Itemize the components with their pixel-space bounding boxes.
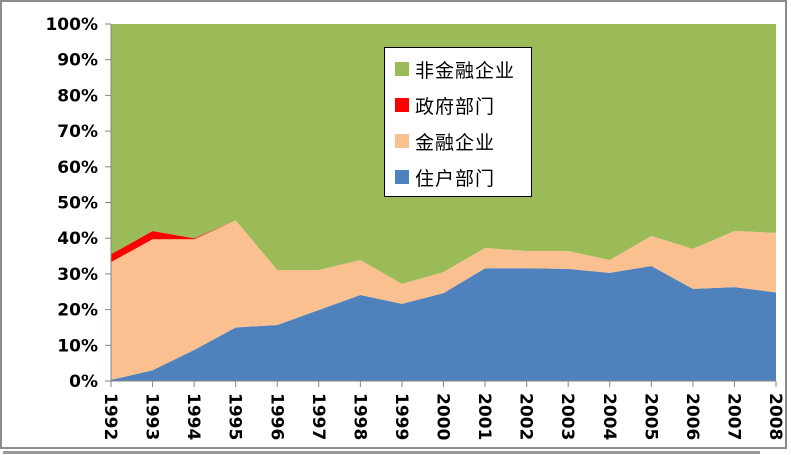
y-tick-label: 30% (57, 265, 98, 285)
x-tick-label: 2001 (474, 393, 494, 440)
legend-swatch-icon (395, 98, 409, 112)
x-tick-label: 2000 (433, 393, 453, 440)
legend-label: 非金融企业 (415, 59, 516, 82)
x-tick-label: 2007 (723, 393, 743, 440)
x-tick-label: 1994 (183, 393, 203, 440)
legend-label: 住户部门 (415, 167, 496, 190)
x-tick-label: 2002 (516, 393, 536, 440)
legend-item-household: 住户部门 (395, 162, 495, 192)
x-tick-label: 1998 (349, 393, 369, 440)
y-tick-label: 20% (57, 301, 98, 321)
y-tick-label: 100% (45, 15, 98, 35)
y-tick-label: 0% (69, 372, 98, 392)
legend-swatch-icon (395, 62, 409, 76)
y-tick-label: 80% (57, 86, 98, 106)
x-tick-label: 2008 (765, 393, 785, 440)
chart-legend: 非金融企业 政府部门 金融企业 住户部门 (384, 47, 532, 197)
legend-item-nonfinancial: 非金融企业 (395, 54, 515, 84)
y-tick-label: 90% (57, 51, 98, 71)
x-tick-label: 1992 (100, 393, 120, 440)
legend-label: 政府部门 (415, 95, 496, 118)
x-tick-label: 2003 (557, 393, 577, 440)
legend-item-government: 政府部门 (395, 90, 495, 120)
legend-swatch-icon (395, 170, 409, 184)
legend-label: 金融企业 (415, 131, 496, 154)
axes: 0% 10% 20% 30% 40% 50% 60% 70% 80% 90% 100% 1992 199… (45, 15, 785, 440)
x-tick-label: 2005 (640, 393, 660, 440)
x-tick-label: 2004 (599, 393, 619, 440)
legend-item-financial: 金融企业 (395, 126, 495, 156)
y-tick-label: 10% (57, 336, 98, 356)
y-tick-label: 50% (57, 194, 98, 214)
area-series (111, 220, 776, 380)
area-series (111, 266, 776, 381)
y-tick-label: 60% (57, 158, 98, 178)
x-tick-label: 1993 (142, 393, 162, 440)
x-tick-label: 1995 (225, 393, 245, 440)
y-tick-label: 40% (57, 229, 98, 249)
x-tick-label: 1997 (308, 393, 328, 440)
legend-swatch-icon (395, 134, 409, 148)
y-tick-label: 70% (57, 122, 98, 142)
x-tick-label: 1996 (266, 393, 286, 440)
frame-shadow (3, 451, 760, 454)
x-tick-label: 2006 (682, 393, 702, 440)
x-tick-label: 1999 (391, 393, 411, 440)
